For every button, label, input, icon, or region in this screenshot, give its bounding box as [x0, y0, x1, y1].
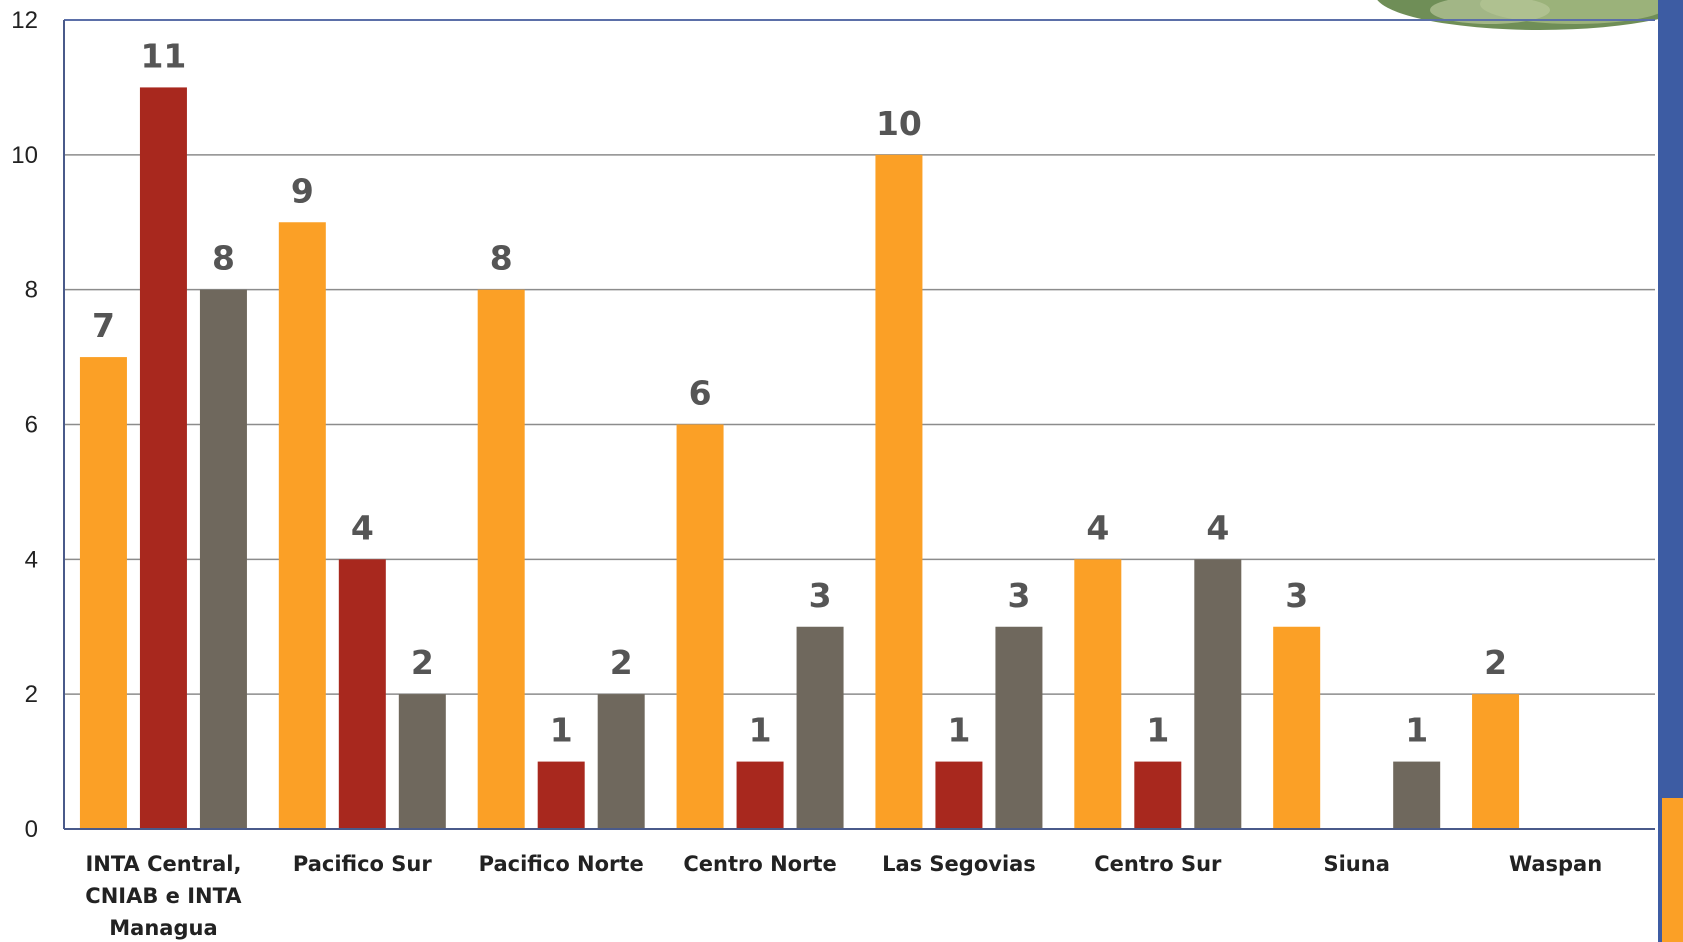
bar	[1074, 559, 1122, 829]
x-tick-label: Waspan	[1509, 852, 1602, 876]
data-label: 2	[411, 643, 434, 682]
y-tick-label: 12	[11, 7, 38, 34]
data-label: 4	[1206, 508, 1229, 547]
y-tick-label: 6	[25, 412, 38, 439]
data-label: 11	[140, 36, 186, 75]
data-label: 1	[749, 711, 772, 750]
data-label: 1	[947, 711, 970, 750]
bar	[477, 289, 525, 830]
x-tick-label: INTA Central,	[85, 852, 241, 876]
decorative-photo-corner	[1377, 0, 1683, 30]
data-label: 3	[1285, 576, 1308, 615]
x-tick-label: Managua	[109, 916, 217, 940]
bar	[676, 424, 724, 829]
plot-frame	[63, 19, 1655, 830]
bar	[875, 154, 923, 830]
bars	[79, 87, 1520, 830]
gridlines	[64, 154, 1655, 695]
x-tick-label: Centro Norte	[683, 852, 836, 876]
bar	[1194, 559, 1242, 829]
data-label: 7	[92, 306, 115, 345]
bar	[995, 626, 1043, 829]
bar	[1273, 626, 1321, 829]
x-tick-label: Centro Sur	[1094, 852, 1222, 876]
data-label: 2	[1484, 643, 1507, 682]
bar	[338, 559, 386, 829]
x-tick-label: Siuna	[1323, 852, 1389, 876]
bar	[199, 289, 247, 830]
y-tick-label: 0	[25, 816, 38, 843]
data-label: 4	[351, 508, 374, 547]
y-tick-label: 10	[11, 142, 38, 169]
data-label: 8	[490, 239, 513, 278]
data-label: 3	[1007, 576, 1030, 615]
right-accent	[1662, 798, 1683, 942]
x-tick-label: CNIAB e INTA	[85, 884, 242, 908]
data-label: 2	[610, 643, 633, 682]
y-tick-label: 8	[25, 277, 38, 304]
data-label: 8	[212, 239, 235, 278]
bar	[139, 87, 187, 829]
x-tick-label: Pacifico Norte	[479, 852, 644, 876]
data-label: 10	[876, 104, 922, 143]
data-label: 1	[550, 711, 573, 750]
bar	[278, 222, 326, 829]
y-tick-label: 4	[25, 546, 38, 573]
bar	[398, 694, 446, 829]
data-label: 6	[689, 374, 712, 413]
right-band	[1658, 0, 1683, 942]
bar	[1393, 761, 1441, 829]
data-label: 9	[291, 171, 314, 210]
bar	[935, 761, 983, 829]
data-label: 3	[809, 576, 832, 615]
data-label: 1	[1405, 711, 1428, 750]
bar	[796, 626, 844, 829]
y-tick-label: 2	[25, 681, 38, 708]
bar	[537, 761, 585, 829]
data-label: 1	[1146, 711, 1169, 750]
x-axis-ticks: INTA Central, CNIAB e INTA Managua Pacifico…	[85, 852, 1602, 940]
bar	[1472, 694, 1520, 829]
x-tick-label: Las Segovias	[882, 852, 1036, 876]
data-label: 4	[1086, 508, 1109, 547]
bar	[736, 761, 784, 829]
bar	[79, 357, 127, 829]
bar	[597, 694, 645, 829]
bar	[1134, 761, 1182, 829]
y-axis-ticks: 0 2 4 6 8 10 12	[11, 7, 38, 843]
x-tick-label: Pacifico Sur	[293, 852, 432, 876]
